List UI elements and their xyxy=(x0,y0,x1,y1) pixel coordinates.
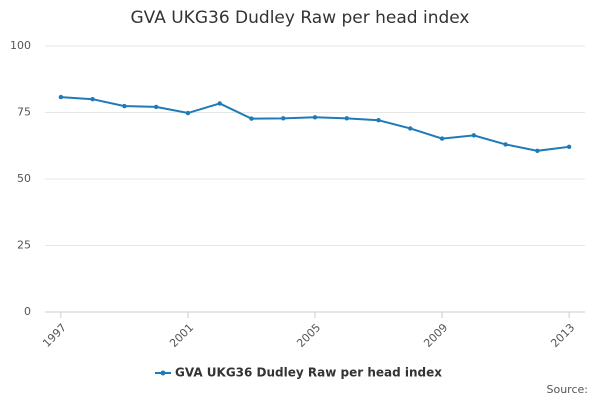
point xyxy=(471,133,477,138)
legend-label: GVA UKG36 Dudley Raw per head index xyxy=(175,366,442,380)
legend-marker xyxy=(160,370,166,376)
point xyxy=(376,118,381,123)
x-tick-label: 2013 xyxy=(548,321,577,350)
x-tick-label: 2001 xyxy=(167,321,196,350)
point xyxy=(153,104,159,110)
source: Source: xyxy=(547,383,589,396)
point xyxy=(249,116,254,121)
point xyxy=(185,110,191,116)
chart-title: GVA UKG36 Dudley Raw per head index xyxy=(130,8,469,28)
point xyxy=(408,126,413,131)
y-tick-label: 25 xyxy=(17,239,31,252)
point xyxy=(439,136,445,141)
point xyxy=(90,97,95,102)
point xyxy=(58,94,64,100)
point xyxy=(312,115,318,120)
point xyxy=(535,148,540,154)
line xyxy=(60,96,570,152)
x-tick-label: 1997 xyxy=(40,321,69,350)
point xyxy=(281,116,286,121)
x-tick-label: 2009 xyxy=(421,321,450,350)
y-tick-label: 0 xyxy=(24,305,31,318)
point xyxy=(217,101,222,106)
y-tick-label: 50 xyxy=(17,172,31,185)
y-tick-label: 100 xyxy=(10,39,31,52)
point xyxy=(344,116,349,121)
point xyxy=(503,142,508,147)
point xyxy=(122,103,127,109)
point xyxy=(566,144,572,150)
x-tick-label: 2005 xyxy=(294,321,323,350)
y-tick-label: 75 xyxy=(17,106,31,119)
